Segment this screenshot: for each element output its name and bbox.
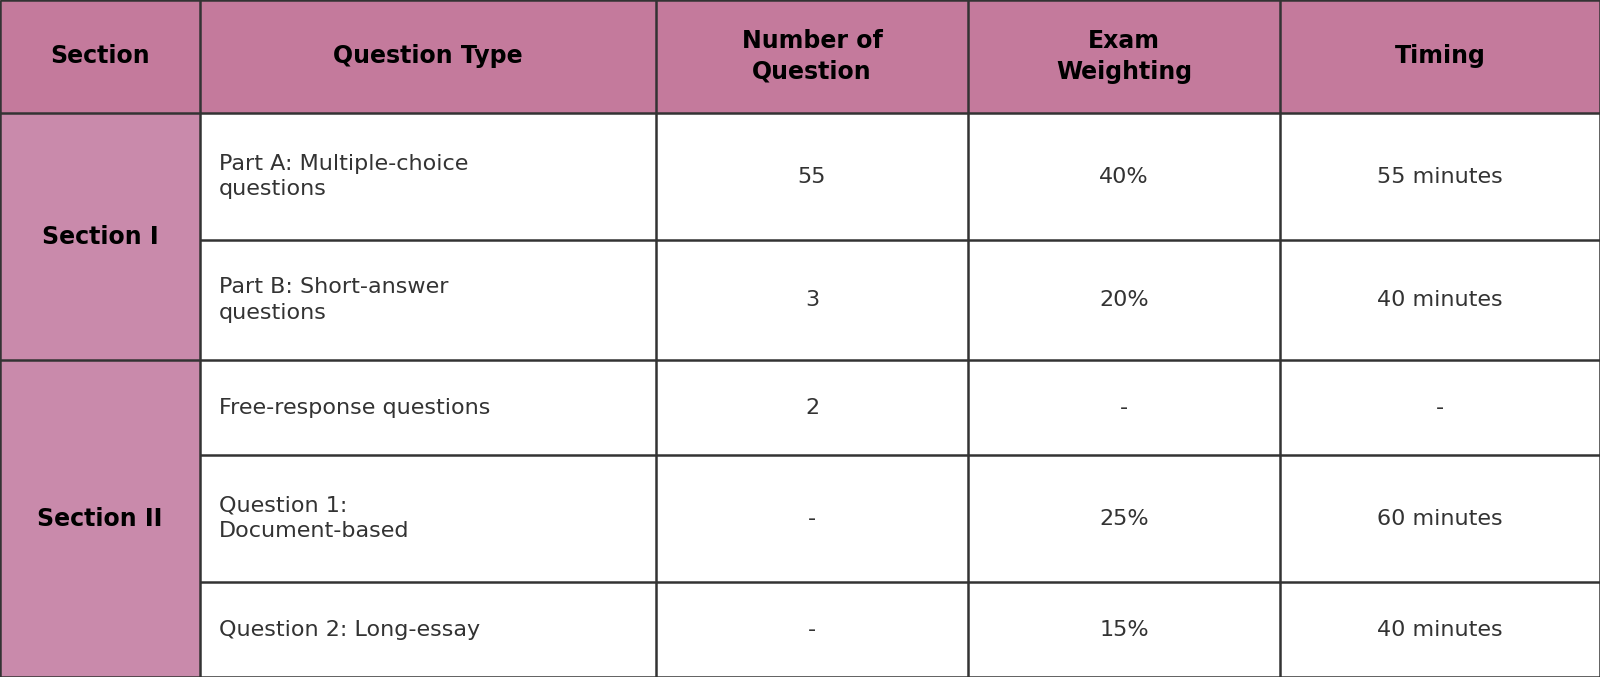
Bar [0,0,200,113]
Text: 40%: 40% [1099,167,1149,187]
Text: Part A: Multiple-choice
questions: Part A: Multiple-choice questions [219,154,469,199]
Bar [656,240,968,360]
Text: Timing: Timing [1395,45,1485,68]
Bar [968,240,1280,360]
Text: Section II: Section II [37,506,163,531]
Bar [968,360,1280,455]
Bar [656,0,968,113]
Bar [200,240,656,360]
Text: 2: 2 [805,397,819,418]
Bar [1280,455,1600,582]
Text: Part B: Short-answer
questions: Part B: Short-answer questions [219,278,448,323]
Bar [1280,0,1600,113]
Text: 20%: 20% [1099,290,1149,310]
Bar [1280,240,1600,360]
Bar [1280,360,1600,455]
Bar [200,360,656,455]
Text: 55: 55 [798,167,826,187]
Bar [656,360,968,455]
Text: Section: Section [50,45,150,68]
Text: Question Type: Question Type [333,45,523,68]
Bar [1280,113,1600,240]
Text: 60 minutes: 60 minutes [1378,508,1502,529]
Bar [1280,582,1600,677]
Bar [968,0,1280,113]
Text: Number of
Question: Number of Question [741,29,883,84]
Bar [0,113,200,360]
Bar [968,582,1280,677]
Text: 40 minutes: 40 minutes [1378,619,1502,640]
Text: 15%: 15% [1099,619,1149,640]
Text: -: - [1120,397,1128,418]
Text: -: - [808,619,816,640]
Bar [200,0,656,113]
Bar [200,113,656,240]
Bar [200,582,656,677]
Text: 3: 3 [805,290,819,310]
Bar [0,360,200,677]
Bar [200,455,656,582]
Text: Question 1:
Document-based: Question 1: Document-based [219,496,410,542]
Text: Question 2: Long-essay: Question 2: Long-essay [219,619,480,640]
Text: Free-response questions: Free-response questions [219,397,491,418]
Text: -: - [808,508,816,529]
Bar [656,113,968,240]
Bar [656,582,968,677]
Text: Exam
Weighting: Exam Weighting [1056,29,1192,84]
Bar [968,455,1280,582]
Text: 40 minutes: 40 minutes [1378,290,1502,310]
Text: -: - [1435,397,1445,418]
Text: Section I: Section I [42,225,158,248]
Bar [968,113,1280,240]
Bar [656,455,968,582]
Text: 25%: 25% [1099,508,1149,529]
Text: 55 minutes: 55 minutes [1378,167,1502,187]
